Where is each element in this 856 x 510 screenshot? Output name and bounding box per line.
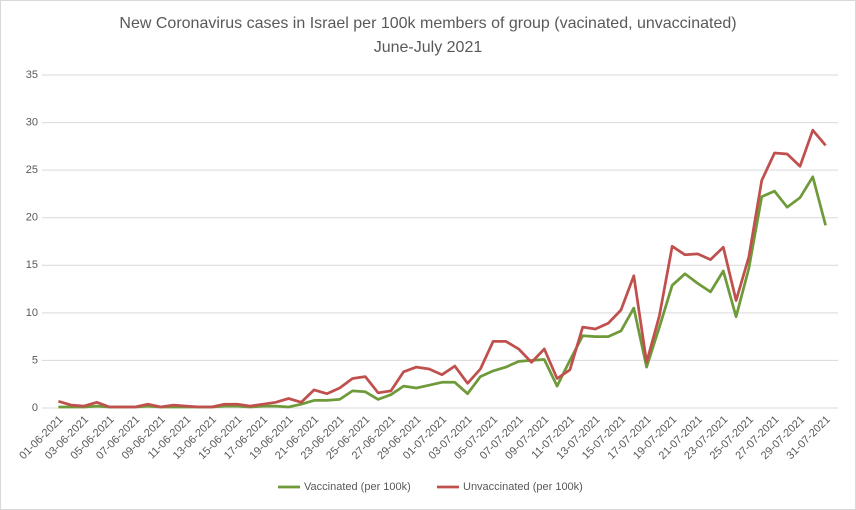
y-tick-label: 0	[32, 402, 38, 414]
y-tick-label: 5	[32, 354, 38, 366]
y-tick-label: 20	[26, 212, 38, 224]
legend-label: Unvaccinated (per 100k)	[463, 481, 583, 493]
y-tick-label: 30	[26, 116, 38, 128]
data-line	[58, 128, 827, 409]
y-tick-label: 15	[26, 259, 38, 271]
y-tick-label: 10	[26, 307, 38, 319]
legend-label: Vaccinated (per 100k)	[304, 481, 411, 493]
chart-title: New Coronavirus cases in Israel per 100k…	[119, 15, 736, 32]
chart-subtitle: June-July 2021	[374, 39, 483, 56]
y-tick-label: 25	[26, 164, 38, 176]
y-tick-label: 35	[26, 69, 38, 81]
